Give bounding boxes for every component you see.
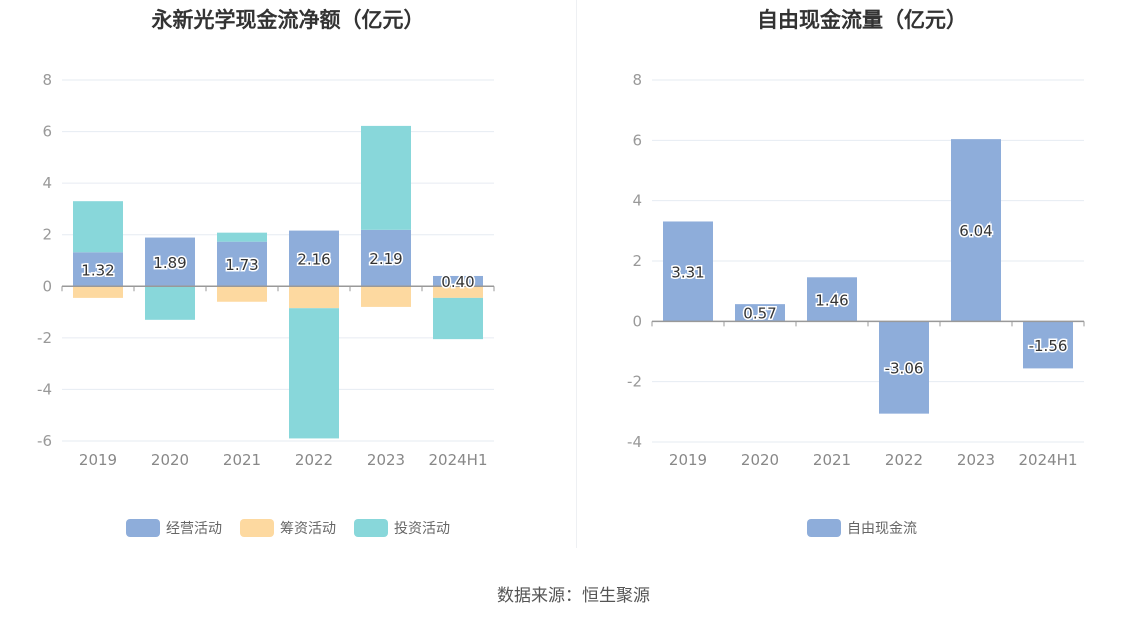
bar-investing-2021[interactable] xyxy=(217,232,267,242)
data-label-free-cash-flow-2019: 3.31 xyxy=(671,263,704,281)
data-label-free-cash-flow-2020: 0.57 xyxy=(743,305,776,323)
legend-label-investing: 投资活动 xyxy=(394,521,450,537)
legend-item-operating[interactable]: 经营活动 xyxy=(126,518,222,538)
y-tick-label: -6 xyxy=(37,432,52,450)
data-label-free-cash-flow-2023: 6.04 xyxy=(959,222,992,240)
x-axis-label-2022: 2022 xyxy=(885,451,923,469)
y-tick-label: -2 xyxy=(627,373,642,391)
bar-operating-2022[interactable] xyxy=(289,230,339,287)
legend-label-free-cash-flow: 自由现金流 xyxy=(847,521,917,537)
bar-investing-2023[interactable] xyxy=(361,125,411,230)
data-label-operating-2023: 2.19 xyxy=(369,250,402,268)
bar-free-cash-flow-2023[interactable] xyxy=(951,139,1001,322)
data-label-operating-2021: 1.73 xyxy=(225,256,258,274)
y-tick-label: 8 xyxy=(632,71,642,89)
bar-investing-2024H1[interactable] xyxy=(433,297,483,340)
bar-free-cash-flow-2019[interactable] xyxy=(663,221,713,322)
cash-flow-chart-title: 永新光学现金流净额（亿元） xyxy=(151,8,425,32)
y-tick-label: 2 xyxy=(42,226,52,244)
data-label-operating-2020: 1.89 xyxy=(153,254,186,272)
x-axis-label-2023: 2023 xyxy=(367,451,405,469)
bar-financing-2023[interactable] xyxy=(361,286,411,307)
bar-financing-2019[interactable] xyxy=(73,286,123,298)
legend-label-financing: 筹资活动 xyxy=(280,521,336,537)
x-axis-label-2020: 2020 xyxy=(151,451,189,469)
data-source-note: 数据来源：恒生聚源 xyxy=(497,586,650,606)
y-tick-label: -4 xyxy=(627,433,642,451)
bar-investing-2022[interactable] xyxy=(289,308,339,439)
data-label-operating-2022: 2.16 xyxy=(297,250,330,268)
legend-item-financing[interactable]: 筹资活动 xyxy=(240,518,336,538)
legend-item-investing[interactable]: 投资活动 xyxy=(354,518,450,538)
free-cash-flow-legend: 自由现金流 xyxy=(577,518,1147,538)
x-axis-label-2021: 2021 xyxy=(223,451,261,469)
legend-swatch-financing xyxy=(240,519,274,537)
data-label-free-cash-flow-2021: 1.46 xyxy=(815,291,848,309)
y-tick-label: 6 xyxy=(632,131,642,149)
y-tick-label: 6 xyxy=(42,123,52,141)
x-axis-label-2024H1: 2024H1 xyxy=(429,451,488,469)
bar-financing-2024H1[interactable] xyxy=(433,286,483,298)
bar-investing-2020[interactable] xyxy=(145,286,195,320)
bar-operating-2024H1[interactable] xyxy=(433,275,483,287)
y-tick-label: 2 xyxy=(632,252,642,270)
cash-flow-chart: -6 -4 -2 0 2 4 6 8 1.32 1.89 1.73 2.16 2.19 0.40 2019 2… xyxy=(37,71,495,469)
bar-operating-2020[interactable] xyxy=(145,237,195,287)
bar-financing-2021[interactable] xyxy=(217,286,267,302)
data-label-free-cash-flow-2022: -3.06 xyxy=(885,359,924,377)
y-tick-label: -2 xyxy=(37,329,52,347)
data-label-free-cash-flow-2024H1: -1.56 xyxy=(1029,337,1068,355)
x-axis-label-2020: 2020 xyxy=(741,451,779,469)
bar-operating-2019[interactable] xyxy=(73,252,123,287)
cash-flow-chart-panel: 永新光学现金流净额（亿元） -6 -4 -2 0 2 4 6 8 1.32 1.89 1.73 2.1… xyxy=(0,0,576,560)
data-label-operating-2019: 1.32 xyxy=(81,261,114,279)
legend-label-operating: 经营活动 xyxy=(166,521,222,537)
y-tick-label: 4 xyxy=(632,192,642,210)
x-axis-label-2019: 2019 xyxy=(669,451,707,469)
y-tick-label: -4 xyxy=(37,380,52,398)
bar-free-cash-flow-2021[interactable] xyxy=(807,277,857,322)
legend-swatch-free-cash-flow xyxy=(807,519,841,537)
legend-swatch-operating xyxy=(126,519,160,537)
x-axis-label-2022: 2022 xyxy=(295,451,333,469)
bar-free-cash-flow-2020[interactable] xyxy=(735,304,785,322)
legend-item-free-cash-flow[interactable]: 自由现金流 xyxy=(807,518,917,538)
bar-financing-2022[interactable] xyxy=(289,286,339,309)
free-cash-flow-chart-panel: 自由现金流量（亿元） -4 -2 0 2 4 6 8 3.31 0.57 1.46 -3.06 6.0… xyxy=(577,0,1147,560)
x-axis-label-2021: 2021 xyxy=(813,451,851,469)
free-cash-flow-chart-title: 自由现金流量（亿元） xyxy=(757,8,967,32)
y-tick-label: 4 xyxy=(42,174,52,192)
x-axis-label-2024H1: 2024H1 xyxy=(1019,451,1078,469)
x-axis-label-2023: 2023 xyxy=(957,451,995,469)
data-label-operating-2024H1: 0.40 xyxy=(441,273,474,291)
y-tick-label: 8 xyxy=(42,71,52,89)
panel-divider xyxy=(576,0,577,548)
bar-operating-2023[interactable] xyxy=(361,229,411,287)
y-tick-label: 0 xyxy=(42,277,52,295)
bar-free-cash-flow-2022[interactable] xyxy=(879,321,929,414)
free-cash-flow-chart: -4 -2 0 2 4 6 8 3.31 0.57 1.46 -3.06 6.04 -1.56 2019 2… xyxy=(627,71,1085,469)
bar-investing-2019[interactable] xyxy=(73,201,123,253)
legend-swatch-investing xyxy=(354,519,388,537)
x-axis-label-2019: 2019 xyxy=(79,451,117,469)
bar-operating-2021[interactable] xyxy=(217,241,267,287)
cash-flow-legend: 经营活动 筹资活动 投资活动 xyxy=(0,518,576,538)
y-tick-label: 0 xyxy=(632,312,642,330)
bar-free-cash-flow-2024H1[interactable] xyxy=(1023,321,1073,369)
